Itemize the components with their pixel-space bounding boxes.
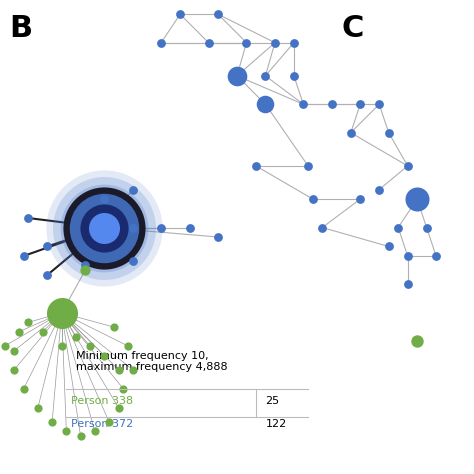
Point <box>34 404 42 411</box>
Point <box>10 347 18 355</box>
Point <box>186 224 193 231</box>
Point <box>290 39 298 46</box>
Point <box>82 266 89 274</box>
Point <box>356 195 364 203</box>
Point <box>100 224 108 231</box>
Point <box>304 162 312 170</box>
Point <box>100 224 108 231</box>
Point <box>262 100 269 108</box>
Point <box>347 129 355 137</box>
Point <box>72 333 80 340</box>
Point <box>176 10 184 18</box>
Point <box>413 195 421 203</box>
Point <box>115 366 122 374</box>
Point <box>157 39 165 46</box>
Point <box>91 428 99 435</box>
Point <box>105 418 113 426</box>
Point <box>110 323 118 331</box>
Point <box>129 366 137 374</box>
Point <box>262 72 269 80</box>
Point <box>20 252 27 260</box>
Text: B: B <box>9 14 33 43</box>
Point <box>100 352 108 359</box>
Point <box>356 100 364 108</box>
Point <box>319 224 326 231</box>
Point <box>119 385 127 392</box>
Point <box>328 100 336 108</box>
Text: 25: 25 <box>265 395 280 406</box>
Text: 122: 122 <box>265 419 287 429</box>
Point <box>1 342 9 350</box>
Point <box>100 224 108 231</box>
Point <box>205 39 212 46</box>
Point <box>58 309 65 317</box>
Point <box>63 428 70 435</box>
Point <box>100 224 108 231</box>
Point <box>413 337 421 345</box>
Point <box>404 281 411 288</box>
Point <box>375 186 383 193</box>
Point <box>271 39 279 46</box>
Point <box>15 328 23 336</box>
Point <box>157 224 165 231</box>
Point <box>124 342 132 350</box>
Text: C: C <box>341 14 364 43</box>
Point <box>300 100 307 108</box>
Point <box>58 342 65 350</box>
Point <box>432 252 440 260</box>
Point <box>129 186 137 193</box>
Point <box>129 224 137 231</box>
Point <box>214 10 222 18</box>
Point <box>25 214 32 222</box>
Point <box>100 224 108 231</box>
Point <box>423 224 430 231</box>
Point <box>233 72 241 80</box>
Point <box>100 195 108 203</box>
Point <box>309 195 317 203</box>
Text: Person 338: Person 338 <box>71 395 133 406</box>
Point <box>82 262 89 269</box>
Point <box>77 432 84 440</box>
Point <box>20 385 27 392</box>
Point <box>252 162 260 170</box>
Point <box>44 271 51 279</box>
Text: Person 372: Person 372 <box>71 419 133 429</box>
Point <box>44 243 51 250</box>
Point <box>404 252 411 260</box>
Point <box>385 243 392 250</box>
Point <box>243 39 250 46</box>
Point <box>86 342 94 350</box>
Point <box>385 129 392 137</box>
Point <box>375 100 383 108</box>
Text: Minimum frequency 10,
maximum frequency 4,888: Minimum frequency 10, maximum frequency … <box>76 351 228 373</box>
Point <box>290 72 298 80</box>
Point <box>39 328 46 336</box>
Point <box>115 404 122 411</box>
Point <box>100 224 108 231</box>
Point <box>25 319 32 326</box>
Point <box>129 257 137 264</box>
Point <box>394 224 402 231</box>
Point <box>48 418 56 426</box>
Point <box>10 366 18 374</box>
Point <box>100 224 108 231</box>
Point <box>404 162 411 170</box>
Point <box>214 233 222 241</box>
